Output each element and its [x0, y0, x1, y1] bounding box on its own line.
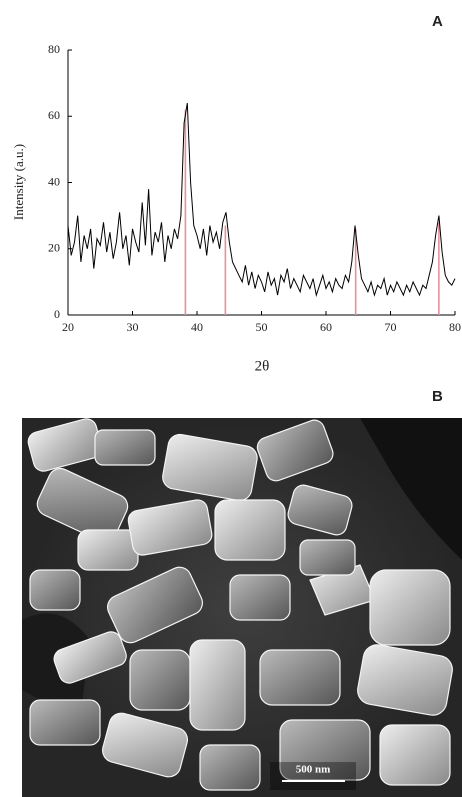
scale-bar-label: 500 nm — [296, 764, 331, 776]
y-axis-label: Intensity (a.u.) — [11, 144, 26, 220]
x-tick-label: 30 — [127, 320, 139, 334]
x-axis-label: 2θ — [255, 358, 270, 374]
x-tick-label: 80 — [449, 320, 461, 334]
x-tick-label: 50 — [256, 320, 268, 334]
x-tick-label: 20 — [62, 320, 74, 334]
y-tick-label: 40 — [48, 174, 60, 188]
x-tick-label: 60 — [320, 320, 332, 334]
x-tick-label: 40 — [191, 320, 203, 334]
y-tick-label: 60 — [48, 108, 60, 122]
y-tick-label: 0 — [54, 307, 60, 321]
y-tick-label: 80 — [48, 42, 60, 56]
panel-label: B — [432, 388, 443, 405]
panel-label: A — [432, 13, 443, 30]
y-tick-label: 20 — [48, 241, 60, 255]
sem-image: 500 nm — [22, 418, 462, 797]
x-tick-label: 70 — [385, 320, 397, 334]
data-line — [67, 102, 456, 298]
